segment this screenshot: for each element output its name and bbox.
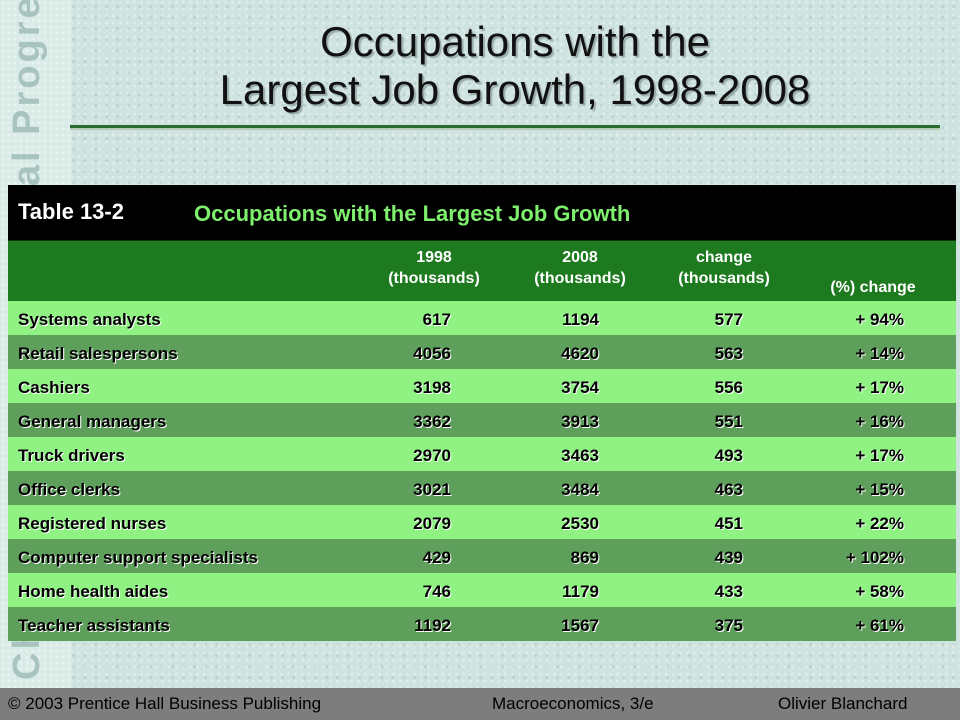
value-change: 556 xyxy=(714,378,743,397)
column-header-pct-change: (%) change xyxy=(830,279,916,296)
table-row: General managers 3362 3913 551 + 16% xyxy=(8,403,956,437)
occupation-name: Truck drivers xyxy=(18,446,125,465)
column-header-line: change xyxy=(695,249,752,266)
occupation-name: Cashiers xyxy=(18,378,90,397)
occupation-name: Office clerks xyxy=(18,480,121,499)
value-pct-change: + 58% xyxy=(855,582,904,601)
occupation-name: Systems analysts xyxy=(18,310,161,329)
footer-book-title: Macroeconomics, 3/e xyxy=(492,694,654,713)
value-2008: 4620 xyxy=(561,344,599,363)
value-2008: 1179 xyxy=(562,582,599,601)
footer-author: Olivier Blanchard xyxy=(778,694,908,713)
footer-bar: © 2003 Prentice Hall Business Publishing… xyxy=(0,688,960,720)
occupation-name: General managers xyxy=(18,412,167,431)
value-2008: 3913 xyxy=(561,412,599,431)
column-header-line: (thousands) xyxy=(534,270,626,287)
value-1998: 617 xyxy=(422,310,451,329)
value-change: 375 xyxy=(714,616,743,635)
table-row: Cashiers 3198 3754 556 + 17% xyxy=(8,369,956,403)
value-2008: 3463 xyxy=(561,446,599,465)
value-2008: 869 xyxy=(570,548,599,567)
footer-copyright: © 2003 Prentice Hall Business Publishing xyxy=(8,694,322,713)
value-2008: 1567 xyxy=(561,616,599,635)
table-row: Teacher assistants 1192 1567 375 + 61% xyxy=(8,607,956,641)
value-change: 433 xyxy=(714,582,743,601)
slide-title: Occupations with the Largest Job Growth,… xyxy=(100,18,930,114)
value-change: 463 xyxy=(714,480,743,499)
value-1998: 2079 xyxy=(413,514,451,533)
occupation-name: Retail salespersons xyxy=(18,344,178,363)
value-change: 451 xyxy=(714,514,743,533)
value-pct-change: + 94% xyxy=(855,310,904,329)
value-1998: 3198 xyxy=(413,378,451,397)
value-1998: 1192 xyxy=(414,616,451,635)
value-pct-change: + 14% xyxy=(855,344,904,363)
column-header-line: 2008 xyxy=(562,249,598,266)
table-row: Retail salespersons 4056 4620 563 + 14% xyxy=(8,335,956,369)
occupation-name: Teacher assistants xyxy=(18,616,170,635)
occupation-name: Registered nurses xyxy=(18,514,167,533)
value-2008: 3754 xyxy=(561,378,599,397)
table-row: Truck drivers 2970 3463 493 + 17% xyxy=(8,437,956,471)
value-1998: 2970 xyxy=(413,446,451,465)
value-pct-change: + 16% xyxy=(855,412,904,431)
value-1998: 3362 xyxy=(413,412,451,431)
column-header-1998: 1998 (thousands) xyxy=(374,247,494,289)
table-row: Home health aides 746 1179 433 + 58% xyxy=(8,573,956,607)
column-headers: 1998 (thousands) 2008 (thousands) change… xyxy=(8,240,956,301)
table-row: Systems analysts 617 1194 577 + 94% xyxy=(8,301,956,335)
value-1998: 429 xyxy=(422,548,451,567)
title-line-1: Occupations with the xyxy=(320,18,710,65)
column-header-line: (thousands) xyxy=(678,270,770,287)
value-1998: 746 xyxy=(422,582,451,601)
column-header-2008: 2008 (thousands) xyxy=(520,247,640,289)
value-pct-change: + 61% xyxy=(855,616,904,635)
table-caption: Occupations with the Largest Job Growth xyxy=(194,201,631,226)
value-1998: 3021 xyxy=(413,480,451,499)
value-pct-change: + 102% xyxy=(845,548,904,567)
table-label: Table 13-2 xyxy=(18,199,124,224)
value-2008: 3484 xyxy=(561,480,599,499)
title-line-2: Largest Job Growth, 1998-2008 xyxy=(219,66,811,113)
table-row: Computer support specialists 429 869 439… xyxy=(8,539,956,573)
value-change: 493 xyxy=(714,446,743,465)
value-pct-change: + 17% xyxy=(855,446,904,465)
table-row: Registered nurses 2079 2530 451 + 22% xyxy=(8,505,956,539)
column-header-line: (thousands) xyxy=(388,270,480,287)
value-2008: 1194 xyxy=(562,310,599,329)
value-change: 563 xyxy=(714,344,743,363)
occupation-name: Home health aides xyxy=(18,582,169,601)
title-underline xyxy=(70,125,940,130)
value-change: 439 xyxy=(714,548,743,567)
value-2008: 2530 xyxy=(561,514,599,533)
table-header-bar: Table 13-2 Occupations with the Largest … xyxy=(8,185,956,240)
value-pct-change: + 17% xyxy=(855,378,904,397)
value-change: 577 xyxy=(714,310,743,329)
value-change: 551 xyxy=(714,412,743,431)
value-pct-change: + 15% xyxy=(855,480,904,499)
column-header-change: change (thousands) xyxy=(664,247,784,289)
table-row: Office clerks 3021 3484 463 + 15% xyxy=(8,471,956,505)
value-1998: 4056 xyxy=(413,344,451,363)
occupations-table: Table 13-2 Occupations with the Largest … xyxy=(8,185,956,641)
occupation-name: Computer support specialists xyxy=(18,548,258,567)
column-header-line: 1998 xyxy=(416,249,452,266)
value-pct-change: + 22% xyxy=(855,514,904,533)
